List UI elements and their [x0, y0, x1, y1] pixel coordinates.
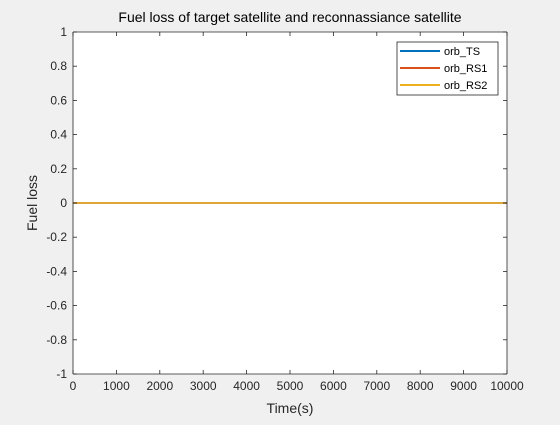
y-tick-label: 0.6	[50, 93, 67, 107]
legend-label-orb-rs2: orb_RS2	[444, 80, 487, 92]
y-tick-label: 0	[60, 196, 67, 210]
y-tick-label: 0.8	[50, 59, 67, 73]
y-tick-label: -1	[56, 367, 67, 381]
x-tick-label: 0	[70, 379, 77, 393]
x-tick-label: 8000	[407, 379, 434, 393]
y-tick-label: 1	[60, 25, 67, 39]
x-tick-label: 4000	[233, 379, 260, 393]
x-tick-label: 6000	[320, 379, 347, 393]
x-tick-label: 9000	[450, 379, 477, 393]
x-tick-label: 10000	[490, 379, 524, 393]
x-tick-label: 1000	[103, 379, 130, 393]
x-axis-label: Time(s)	[267, 400, 314, 416]
chart-title: Fuel loss of target satellite and reconn…	[118, 9, 461, 25]
x-tick-label: 5000	[277, 379, 304, 393]
y-tick-label: -0.6	[46, 299, 67, 313]
y-tick-label: -0.8	[46, 333, 67, 347]
x-tick-label: 2000	[146, 379, 173, 393]
x-tick-group: 0 1000 2000 3000 4000 5000 6000 7000 8000 9000 100…	[70, 32, 524, 393]
y-axis-label: Fuel loss	[24, 175, 40, 231]
legend: orb_TS orb_RS1 orb_RS2	[396, 41, 499, 96]
y-tick-label: 0.2	[50, 162, 67, 176]
y-tick-label: -0.2	[46, 230, 67, 244]
x-tick-label: 7000	[363, 379, 390, 393]
y-tick-label: -0.4	[46, 264, 67, 278]
legend-label-orb-rs1: orb_RS1	[444, 63, 487, 75]
x-tick-label: 3000	[190, 379, 217, 393]
y-tick-group: -1 -0.8 -0.6 -0.4 -0.2 0 0.2 0.4 0.6 0.8 1	[46, 25, 507, 381]
legend-label-orb-ts: orb_TS	[444, 46, 480, 58]
y-tick-label: 0.4	[50, 128, 67, 142]
